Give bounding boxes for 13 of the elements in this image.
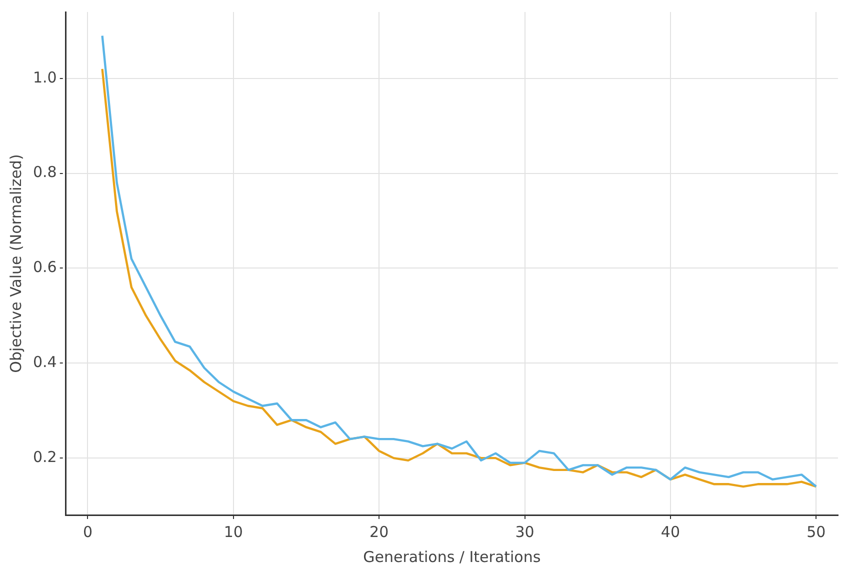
x-tick-label: 40 bbox=[660, 522, 680, 541]
y-tick-label: 0.4 bbox=[32, 353, 57, 372]
x-axis-title: Generations / Iterations bbox=[363, 548, 541, 566]
y-tick-label: 1.0 bbox=[32, 68, 57, 86]
y-axis-title: Objective Value (Normalized) bbox=[6, 154, 25, 373]
y-tick-label: 0.2 bbox=[32, 448, 57, 466]
x-tick-label: 30 bbox=[515, 522, 534, 541]
y-tick-label: 0.8 bbox=[32, 163, 57, 182]
y-tick-label: 0.6 bbox=[32, 258, 57, 276]
x-tick-label: 20 bbox=[370, 522, 389, 541]
x-tick-label: 0 bbox=[82, 522, 92, 541]
x-tick-label: 10 bbox=[224, 522, 243, 541]
x-tick-label: 50 bbox=[806, 522, 826, 541]
